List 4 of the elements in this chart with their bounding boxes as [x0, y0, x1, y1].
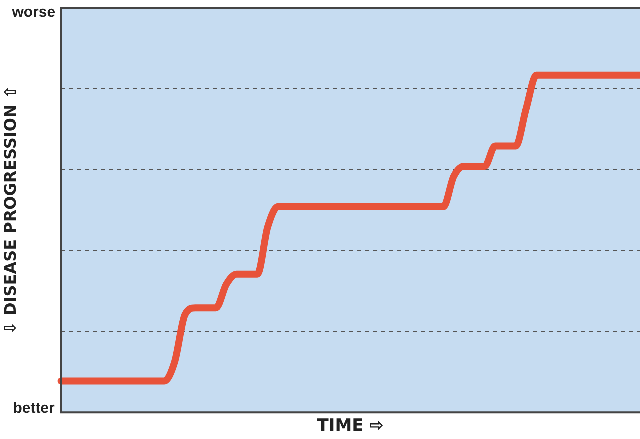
x-axis-title: TIME ⇨ [317, 416, 384, 436]
text: worse [12, 4, 56, 21]
text: better [13, 400, 55, 417]
y-axis-title: ⇩ DISEASE PROGRESSION ⇧ [0, 86, 20, 335]
